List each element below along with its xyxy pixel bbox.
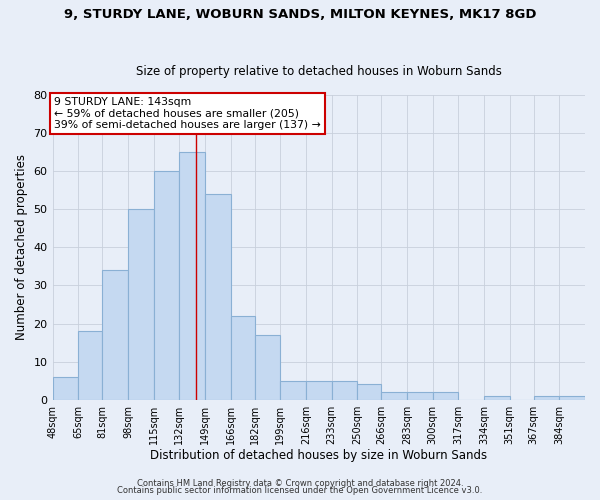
Bar (103, 270, 128, 400)
Bar (534, 396, 559, 400)
Title: Size of property relative to detached houses in Woburn Sands: Size of property relative to detached ho… (136, 66, 502, 78)
Bar (280, 380, 306, 400)
Bar (154, 171, 179, 400)
Bar (128, 209, 154, 400)
Bar (53, 377, 78, 400)
Bar (407, 392, 433, 400)
Bar (433, 392, 458, 400)
Bar (179, 152, 205, 400)
Text: 9, STURDY LANE, WOBURN SANDS, MILTON KEYNES, MK17 8GD: 9, STURDY LANE, WOBURN SANDS, MILTON KEY… (64, 8, 536, 20)
X-axis label: Distribution of detached houses by size in Woburn Sands: Distribution of detached houses by size … (150, 450, 487, 462)
Text: 9 STURDY LANE: 143sqm
← 59% of detached houses are smaller (205)
39% of semi-det: 9 STURDY LANE: 143sqm ← 59% of detached … (54, 97, 321, 130)
Y-axis label: Number of detached properties: Number of detached properties (15, 154, 28, 340)
Bar (484, 396, 509, 400)
Bar (306, 380, 332, 400)
Bar (254, 335, 280, 400)
Bar (205, 194, 230, 400)
Bar (78, 331, 103, 400)
Bar (230, 316, 254, 400)
Bar (332, 380, 357, 400)
Bar (357, 384, 382, 400)
Text: Contains HM Land Registry data © Crown copyright and database right 2024.: Contains HM Land Registry data © Crown c… (137, 478, 463, 488)
Bar (559, 396, 585, 400)
Bar (382, 392, 407, 400)
Text: Contains public sector information licensed under the Open Government Licence v3: Contains public sector information licen… (118, 486, 482, 495)
